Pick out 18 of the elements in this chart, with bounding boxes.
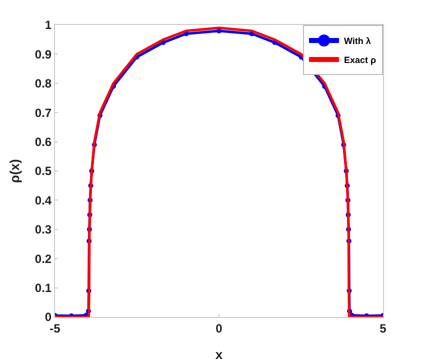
y-tick-label: 0.6 xyxy=(34,135,52,149)
y-tick-label: 0.1 xyxy=(34,281,52,295)
y-tick-label: 0.5 xyxy=(34,164,52,178)
y-tick-label: 0 xyxy=(44,310,52,324)
x-tick-label: -5 xyxy=(50,321,61,336)
y-tick-label: 0.4 xyxy=(34,193,52,208)
y-tick-label: 0.3 xyxy=(34,222,52,237)
x-tick-label: 5 xyxy=(380,321,387,336)
y-tick-label: 0.7 xyxy=(34,106,52,120)
x-tick-label: 0 xyxy=(216,321,223,336)
y-tick-label: 0.2 xyxy=(34,252,52,266)
y-tick-label: 0.8 xyxy=(34,76,52,91)
legend-label: With λ xyxy=(344,36,371,46)
y-axis-title: ρ(x) xyxy=(7,159,22,183)
y-tick-label: 1 xyxy=(44,18,52,32)
legend-label: Exact ρ xyxy=(344,55,377,66)
y-tick-label: 0.9 xyxy=(34,47,52,62)
x-axis-title: x xyxy=(215,347,224,362)
